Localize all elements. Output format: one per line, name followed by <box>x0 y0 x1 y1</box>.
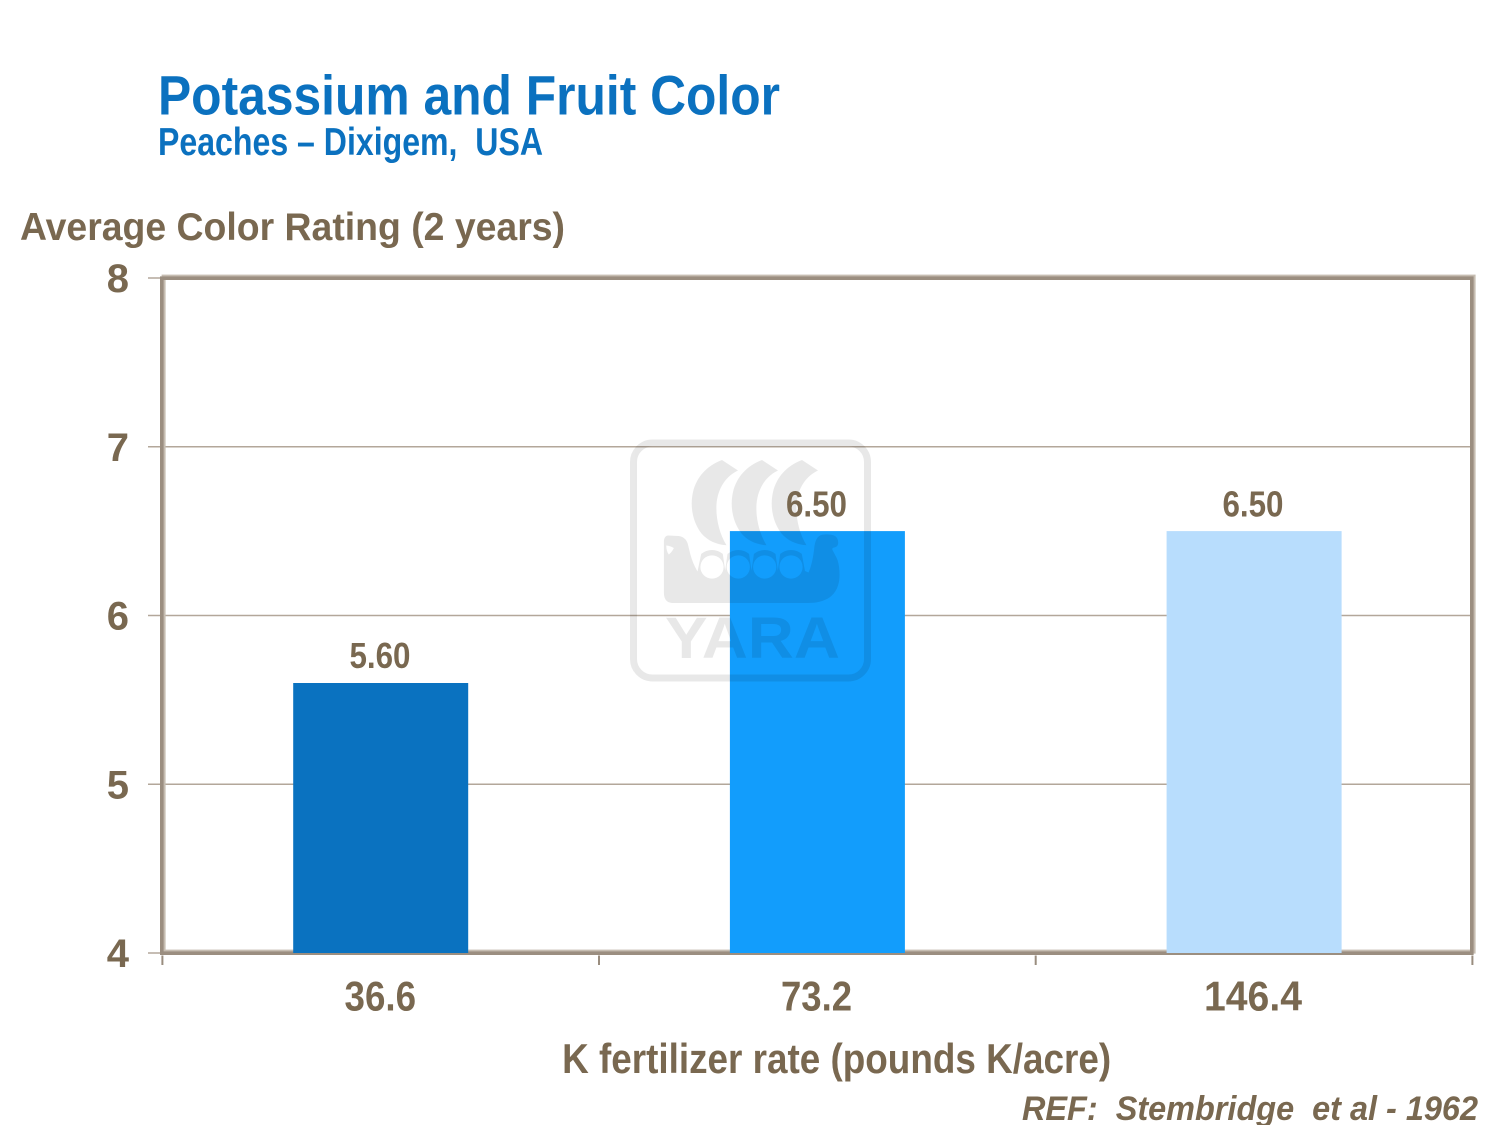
svg-text:YARA: YARA <box>665 606 840 671</box>
svg-text:73.2: 73.2 <box>781 972 852 1019</box>
svg-text:REF: Stembridge et al - 1962: REF: Stembridge et al - 1962 <box>1022 1090 1478 1125</box>
svg-text:K fertilizer rate (pounds K/ac: K fertilizer rate (pounds K/acre) <box>562 1035 1111 1082</box>
svg-text:146.4: 146.4 <box>1204 972 1303 1019</box>
svg-text:36.6: 36.6 <box>345 972 417 1019</box>
svg-text:4: 4 <box>107 932 130 976</box>
svg-text:5.60: 5.60 <box>350 635 411 676</box>
svg-text:8: 8 <box>107 257 129 301</box>
svg-text:6.50: 6.50 <box>786 484 847 525</box>
svg-text:7: 7 <box>107 426 129 470</box>
svg-text:5: 5 <box>107 763 129 807</box>
svg-text:6.50: 6.50 <box>1223 484 1284 525</box>
svg-text:Peaches – Dixigem, USA: Peaches – Dixigem, USA <box>158 121 543 164</box>
svg-text:Potassium and Fruit Color: Potassium and Fruit Color <box>158 64 780 127</box>
svg-text:6: 6 <box>107 595 129 639</box>
svg-text:Average Color Rating (2 years): Average Color Rating (2 years) <box>20 206 565 249</box>
